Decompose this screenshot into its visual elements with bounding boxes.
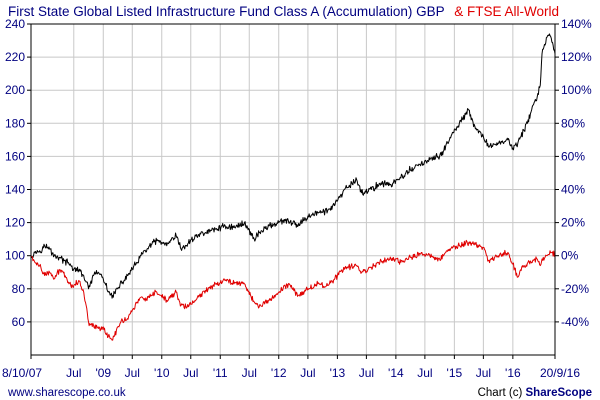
y-left-tick-label: 120 [5, 216, 25, 230]
x-tick-label: Jul [359, 366, 374, 380]
x-tick-label: Jul [417, 366, 432, 380]
y-left-tick-label: 160 [5, 149, 25, 163]
x-tick-label: Jul [476, 366, 491, 380]
y-left-tick-label: 80 [12, 282, 26, 296]
y-right-tick-label: 60% [561, 149, 585, 163]
x-tick-label: 20/9/16 [540, 366, 580, 380]
y-right-tick-label: 40% [561, 183, 585, 197]
footer-website[interactable]: www.sharescope.co.uk [7, 387, 126, 399]
tick-labels: 60 80 100 120 140 160 180 200 220 240 -40% -20% 0% 20… [2, 17, 592, 380]
x-tick-label: Jul [300, 366, 315, 380]
legend-index-label: & FTSE All-World [454, 4, 559, 19]
y-right-tick-label: 0% [561, 249, 579, 263]
y-right-tick-label: 140% [561, 17, 592, 31]
x-tick-label: '11 [213, 366, 228, 380]
x-tick-label: '16 [505, 366, 521, 380]
y-right-tick-label: -20% [561, 282, 589, 296]
tick-marks [27, 23, 559, 359]
x-tick-label: Jul [66, 366, 81, 380]
y-right-tick-label: -40% [561, 315, 589, 329]
x-tick-label: '13 [330, 366, 346, 380]
series-line-ftse-all-world [30, 239, 556, 341]
y-left-tick-label: 200 [5, 83, 25, 97]
grid [31, 24, 555, 355]
x-tick-label: Jul [242, 366, 257, 380]
footer-credit: Chart (c) ShareScope [478, 387, 592, 399]
chart-legend: First State Global Listed Infrastructure… [8, 4, 559, 19]
y-right-tick-label: 120% [561, 50, 592, 64]
x-tick-label: Jul [183, 366, 198, 380]
x-tick-label: '09 [95, 366, 111, 380]
y-left-tick-label: 140 [5, 183, 25, 197]
footer-brand: ShareScope [526, 387, 592, 399]
x-tick-label: '15 [447, 366, 463, 380]
y-right-tick-label: 20% [561, 216, 585, 230]
y-right-tick-label: 80% [561, 116, 585, 130]
y-left-tick-label: 100 [5, 249, 25, 263]
x-tick-label: Jul [125, 366, 140, 380]
y-right-tick-label: 100% [561, 83, 592, 97]
series-layer [30, 33, 556, 341]
y-left-tick-label: 220 [5, 50, 25, 64]
x-tick-label: '14 [388, 366, 404, 380]
footer-credit-prefix: Chart (c) [478, 387, 526, 399]
series-line-fund [30, 33, 556, 299]
y-left-tick-label: 240 [5, 17, 25, 31]
y-left-tick-label: 60 [12, 315, 26, 329]
x-tick-label: '12 [271, 366, 287, 380]
y-left-tick-label: 180 [5, 116, 25, 130]
legend-fund-label: First State Global Listed Infrastructure… [8, 4, 445, 19]
x-tick-label: 8/10/07 [2, 366, 42, 380]
x-tick-label: '10 [154, 366, 170, 380]
